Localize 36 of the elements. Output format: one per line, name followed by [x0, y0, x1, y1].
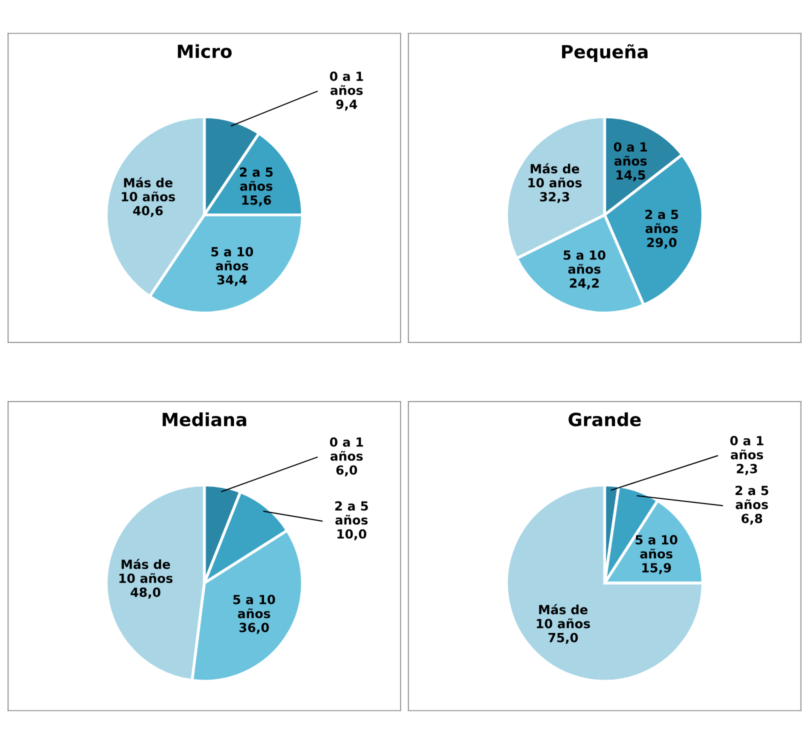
data-label: 6,0: [336, 465, 358, 476]
slice-label: 2 a 5 años: [645, 210, 678, 234]
data-label: 29,0: [647, 238, 677, 249]
data-label: 48,0: [130, 588, 160, 599]
slice-label: Más de 10 años: [119, 558, 173, 583]
data-label: 10,0: [338, 529, 366, 540]
data-label: 15,9: [642, 563, 671, 574]
slice-label: 5 a 10 años: [211, 247, 254, 270]
slice-label: 5 a 10 años: [233, 594, 276, 618]
data-label: 2,3: [736, 464, 758, 475]
slice-label: 0 a 1 años: [330, 437, 364, 461]
chart-title: Pequeña: [562, 44, 648, 62]
data-label: 36,0: [239, 622, 269, 634]
slice-label: 5 a 10 años: [636, 535, 678, 558]
data-label: 15,6: [242, 195, 272, 206]
data-label: 32,3: [540, 192, 570, 204]
slice-label: 5 a 10 años: [564, 250, 606, 274]
data-label: 6,8: [742, 514, 762, 525]
slice-label: 2 a 5 años: [335, 501, 368, 525]
slice-label: Más de 10 años: [528, 163, 582, 188]
chart-title: Micro: [178, 44, 232, 58]
data-label: 75,0: [548, 632, 578, 644]
data-label: 14,5: [616, 170, 646, 182]
data-label: 40,6: [133, 206, 163, 217]
data-label: 9,4: [336, 100, 358, 111]
slice-label: 0 a 1 años: [614, 142, 647, 166]
slice-label: 2 a 5 años: [736, 486, 768, 510]
chart-title: Mediana: [162, 412, 246, 426]
slice-label: 0 a 1 años: [730, 436, 764, 460]
chart-title: Grande: [568, 412, 641, 426]
slice-label: Más de 10 años: [122, 177, 175, 202]
data-label: 24,2: [570, 278, 599, 290]
data-label: 34,4: [217, 275, 247, 286]
slice-label: Más de 10 años: [536, 604, 590, 628]
slice-label: 0 a 1 años: [330, 72, 364, 96]
slice-label: 2 a 5 años: [240, 167, 273, 191]
